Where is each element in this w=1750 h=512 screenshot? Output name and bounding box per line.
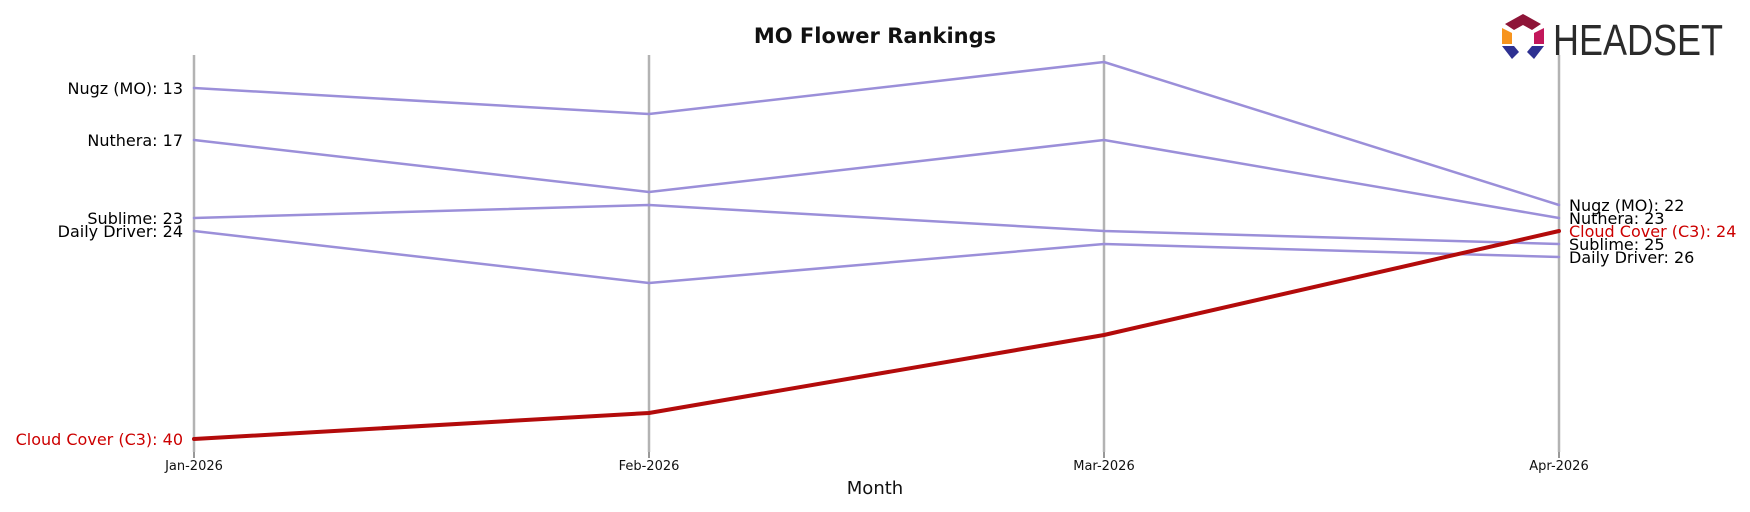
tick-layer: Jan-2026 Feb-2026 Mar-2026 Apr-2026	[164, 452, 1589, 474]
end-label-sublime: Sublime: 25	[1569, 235, 1665, 254]
series-line-cloud-cover-c3	[192, 229, 1561, 441]
series-line-daily-driver	[192, 229, 1561, 285]
x-tick-label-feb-2026: Feb-2026	[619, 459, 680, 474]
end-label-cloud-cover-c3: Cloud Cover (C3): 24	[1569, 222, 1736, 241]
series-line-nugz-mo	[192, 60, 1561, 207]
logo-mark-top	[1505, 14, 1541, 30]
headset-logo-text: HEADSET	[1553, 16, 1723, 65]
end-label-daily-driver: Daily Driver: 26	[1569, 248, 1694, 267]
logo-mark-bottom-right	[1527, 46, 1544, 59]
start-label-nuthera: Nuthera: 17	[87, 131, 183, 150]
series-layer	[192, 60, 1561, 441]
start-label-sublime: Sublime: 23	[87, 209, 183, 228]
series-line-sublime	[192, 203, 1561, 246]
headset-logo: HEADSET	[1502, 14, 1723, 65]
end-label-nugz-mo: Nugz (MO): 22	[1569, 196, 1684, 215]
chart-title: MO Flower Rankings	[754, 24, 996, 48]
start-label-daily-driver: Daily Driver: 24	[58, 222, 183, 241]
logo-mark-right	[1534, 28, 1544, 44]
grid-layer	[192, 55, 1561, 452]
logo-mark-left	[1502, 28, 1512, 44]
series-line-nuthera	[192, 138, 1561, 220]
x-tick-label-apr-2026: Apr-2026	[1529, 459, 1588, 474]
x-tick-label-mar-2026: Mar-2026	[1073, 459, 1134, 474]
end-label-nuthera: Nuthera: 23	[1569, 209, 1665, 228]
start-label-cloud-cover-c3: Cloud Cover (C3): 40	[16, 430, 183, 449]
logo-mark-bottom-left	[1502, 46, 1519, 59]
x-axis-title: Month	[847, 478, 903, 499]
headset-logo-icon	[1502, 14, 1544, 59]
x-tick-label-jan-2026: Jan-2026	[164, 459, 223, 474]
start-label-nugz-mo: Nugz (MO): 13	[68, 79, 183, 98]
label-layer: Nugz (MO): 13 Nugz (MO): 22 Nuthera: 17 Nut…	[16, 79, 1737, 449]
